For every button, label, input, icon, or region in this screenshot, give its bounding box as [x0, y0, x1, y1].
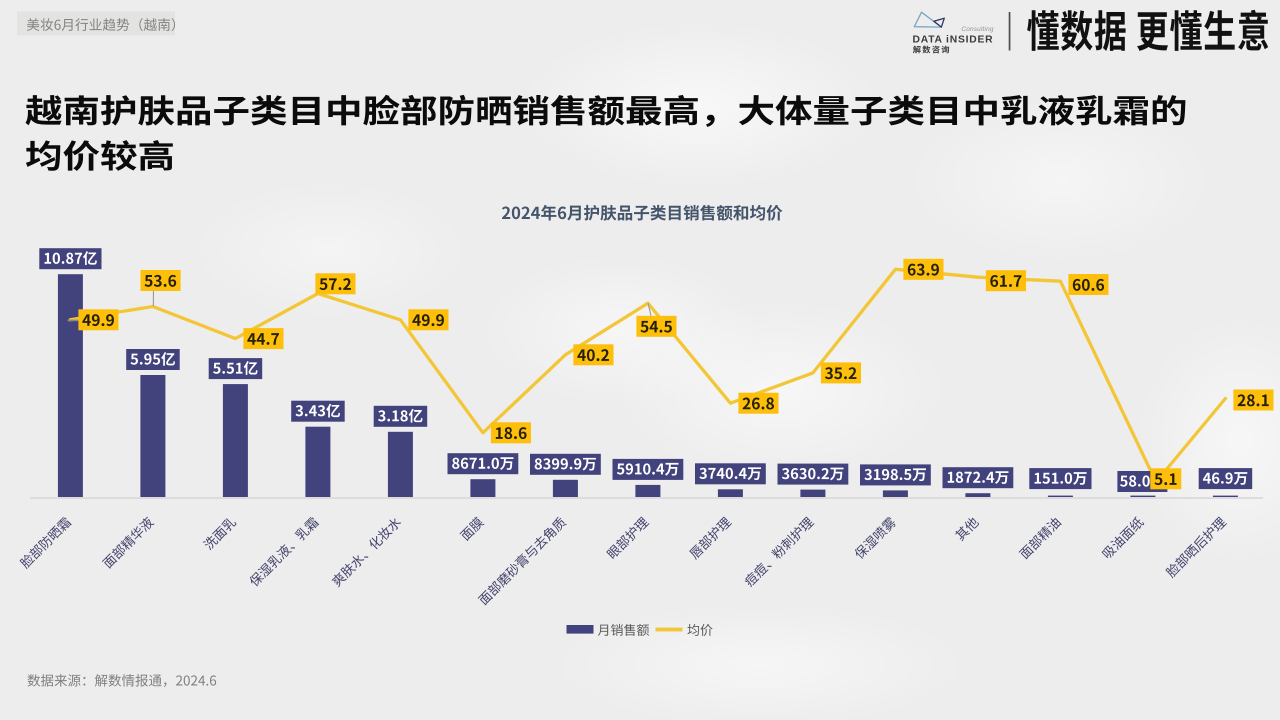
svg-text:DATA iNSIDER: DATA iNSIDER: [913, 35, 994, 46]
svg-text:Consulting: Consulting: [961, 26, 993, 33]
